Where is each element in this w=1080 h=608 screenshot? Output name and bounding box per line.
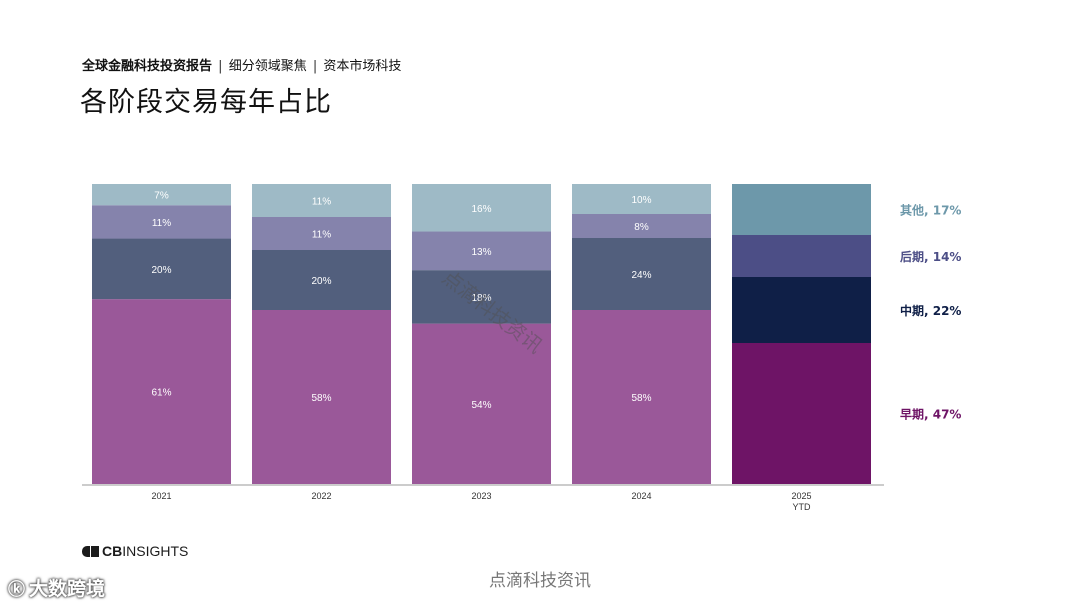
data-label: 58% <box>311 393 331 404</box>
bar-segment <box>732 184 871 235</box>
bar-segment <box>572 184 711 214</box>
bar-segment <box>572 238 711 310</box>
logo-insights-text: INSIGHTS <box>122 543 189 559</box>
report-subtitle: 全球金融科技投资报告 | 细分领域聚焦 | 资本市场科技 <box>82 55 401 74</box>
x-tick-label: 2023 <box>471 491 491 501</box>
data-label: 13% <box>471 247 491 258</box>
logo-cb-text: CB <box>102 543 123 559</box>
legend-item: 早期, 47% <box>900 407 961 422</box>
bar-segment <box>412 184 551 232</box>
x-tick-label: 2022 <box>311 491 331 501</box>
bar-segment <box>732 277 871 343</box>
data-label: 18% <box>471 293 491 304</box>
data-label: 20% <box>311 276 331 287</box>
bar-segment <box>252 217 391 250</box>
bar-segment <box>572 214 711 238</box>
legend-item: 后期, 14% <box>900 249 961 264</box>
x-tick-label: 2024 <box>631 491 651 501</box>
data-label: 20% <box>151 265 171 276</box>
data-label: 10% <box>631 195 651 206</box>
data-label: 24% <box>631 270 651 281</box>
data-label: 61% <box>151 388 171 399</box>
page-title: 各阶段交易每年占比 <box>80 87 332 118</box>
section-name: 细分领域聚焦 <box>228 59 307 74</box>
data-label: 11% <box>312 230 331 241</box>
data-label: 8% <box>634 222 649 233</box>
bar-segment <box>252 250 391 310</box>
cbinsights-logo: CB INSIGHTS <box>82 543 188 559</box>
bar-segment <box>252 310 391 484</box>
report-name: 全球金融科技投资报告 <box>82 59 213 74</box>
x-tick-label: YTD <box>793 502 812 512</box>
bar-segment <box>732 235 871 277</box>
bar-segment <box>92 238 231 300</box>
legend-item: 其他, 17% <box>900 203 961 218</box>
data-label: 58% <box>631 393 651 404</box>
legend-item: 中期, 22% <box>900 303 961 318</box>
x-tick-label: 2025 <box>791 491 811 501</box>
bar-segment <box>732 343 871 484</box>
separator: | <box>312 59 318 74</box>
data-label: 11% <box>312 197 331 208</box>
bar-segment <box>92 299 231 484</box>
brand-icon: ⓚ <box>8 580 25 600</box>
bar-segment <box>92 184 231 206</box>
data-label: 7% <box>154 191 169 202</box>
bar-segment <box>252 184 391 217</box>
x-tick-label: 2021 <box>151 491 171 501</box>
bar-segment <box>412 323 551 484</box>
brand-text: 大数跨境 <box>29 578 106 600</box>
brand-watermark: ⓚ 大数跨境 <box>8 574 105 601</box>
data-label: 16% <box>471 204 491 215</box>
data-label: 11% <box>152 218 171 229</box>
separator: | <box>218 59 223 74</box>
bar-segment <box>572 310 711 484</box>
bar-segment <box>92 205 231 239</box>
bar-segment <box>412 231 551 271</box>
data-label: 54% <box>471 400 491 411</box>
topic-name: 资本市场科技 <box>323 59 402 74</box>
cb-mark-icon <box>82 545 99 557</box>
bottom-watermark: 点滴科技资讯 <box>489 571 591 591</box>
bar-segment <box>412 270 551 324</box>
